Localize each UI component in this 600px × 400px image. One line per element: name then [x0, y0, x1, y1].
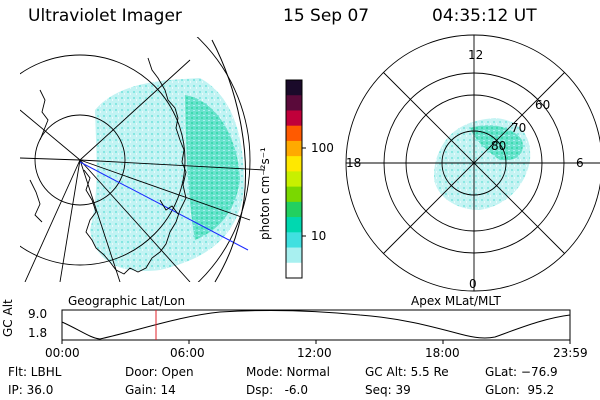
- coastline: [29, 57, 187, 275]
- right-map-caption: Apex MLat/MLT: [411, 294, 501, 308]
- time-label: 04:35:12 UT: [432, 6, 537, 26]
- colorbar-swatch: [286, 232, 302, 249]
- altitude-xtick-1200: 12:00: [297, 346, 332, 360]
- colorbar-tick-100: 100: [311, 141, 334, 155]
- colorbar-swatch: [286, 247, 302, 264]
- colorbar-tick-10: 10: [311, 229, 327, 243]
- date-label: 15 Sep 07: [283, 6, 370, 26]
- info-seq: Seq: 39: [365, 383, 411, 397]
- mlat-label-70: 70: [511, 121, 527, 135]
- colorbar-swatch: [286, 201, 302, 218]
- info-dsp: Dsp: -6.0: [246, 383, 309, 397]
- colorbar-swatch: [286, 186, 302, 203]
- info-glat: GLat: −76.9: [485, 365, 558, 379]
- colorbar-swatch: [286, 125, 302, 142]
- mlt-label-6: 6: [576, 156, 584, 170]
- colorbar-swatch: [286, 217, 302, 233]
- colorbar-swatch: [286, 140, 302, 157]
- mlat-label-60: 60: [535, 98, 551, 112]
- altitude-ytick-bottom: 1.8: [28, 326, 48, 340]
- altitude-curve: [61, 310, 571, 340]
- left-map-edge: [211, 39, 247, 283]
- info-filter: Flt: LBHL: [8, 365, 62, 379]
- left-map-caption: Geographic Lat/Lon: [68, 294, 186, 308]
- info-gain: Gain: 14: [125, 383, 176, 397]
- altitude-xtick-2359: 23:59: [553, 346, 588, 360]
- colorbar-swatch: [286, 262, 302, 279]
- colorbar-border: [285, 79, 303, 279]
- info-gc-alt: GC Alt: 5.5 Re: [365, 365, 449, 379]
- altitude-xtick-0000: 00:00: [45, 346, 80, 360]
- colorbar-swatch: [286, 95, 302, 111]
- altitude-xtick-0600: 06:00: [170, 346, 205, 360]
- info-door: Door: Open: [125, 365, 194, 379]
- instrument-title: Ultraviolet Imager: [28, 6, 182, 26]
- altitude-xtick-1800: 18:00: [425, 346, 460, 360]
- mlt-label-0: 0: [469, 277, 477, 291]
- info-glon: GLon: 95.2: [485, 383, 555, 397]
- colorbar-unit-label: photon cm⁻²s⁻¹: [258, 147, 272, 240]
- mlat-label-80: 80: [491, 139, 507, 153]
- apex-polar-map: [345, 34, 600, 292]
- altitude-ytick-top: 9.0: [28, 307, 48, 321]
- mlt-label-18: 18: [346, 156, 362, 170]
- colorbar: [285, 79, 303, 279]
- colorbar-swatch: [286, 110, 302, 127]
- colorbar-swatch: [286, 156, 302, 172]
- colorbar-swatch: [286, 80, 302, 96]
- altitude-plot: [61, 309, 571, 344]
- info-ip: IP: 36.0: [8, 383, 54, 397]
- info-mode: Mode: Normal: [246, 365, 330, 379]
- colorbar-swatch: [286, 171, 302, 188]
- mlt-label-12: 12: [468, 48, 484, 62]
- altitude-ylabel: GC Alt: [1, 299, 15, 337]
- geographic-map: [20, 37, 265, 282]
